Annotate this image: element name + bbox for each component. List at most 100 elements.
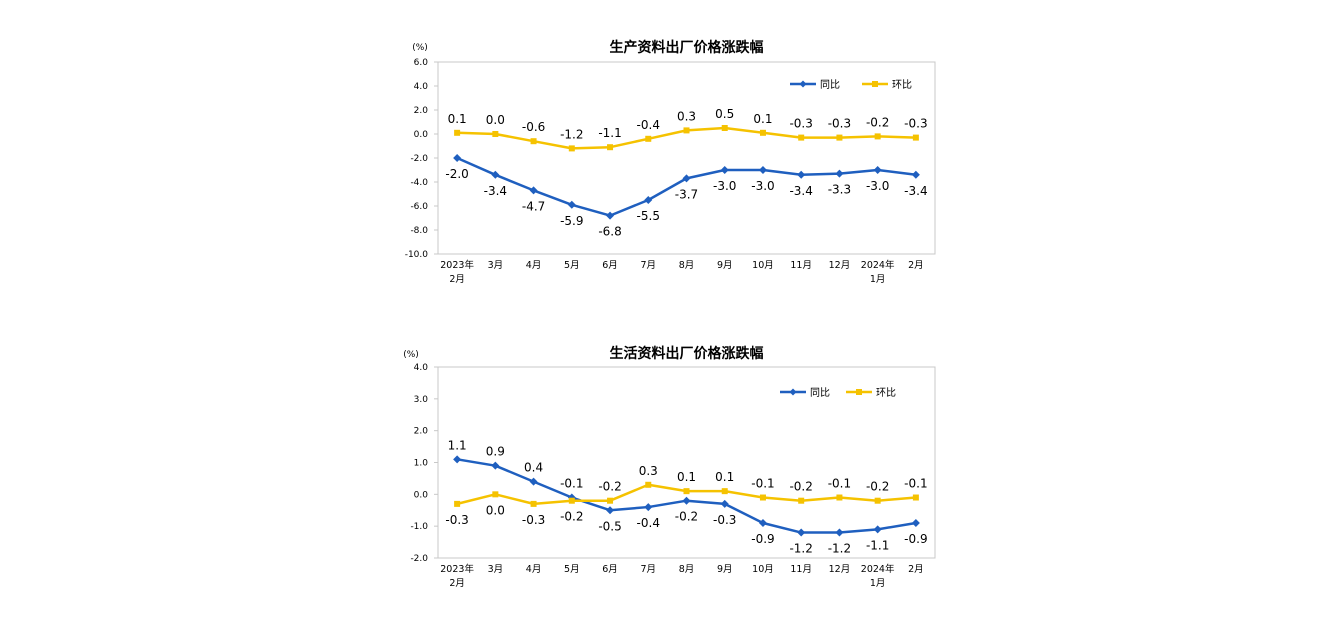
- x-tick-label: 12月: [829, 260, 851, 271]
- data-label-yoy: -0.9: [751, 532, 774, 546]
- data-point-yoy: [453, 154, 462, 162]
- data-point-yoy: [720, 499, 729, 508]
- y-tick-label: 0.0: [414, 130, 429, 140]
- data-label-mom: -0.3: [789, 117, 812, 131]
- x-tick-label: 1月: [870, 578, 886, 589]
- x-tick-label: 5月: [564, 564, 580, 575]
- data-point-yoy: [682, 496, 691, 505]
- data-point-mom: [454, 129, 461, 136]
- data-point-yoy: [873, 525, 882, 534]
- data-point-yoy: [606, 211, 615, 220]
- data-point-mom: [912, 494, 919, 501]
- data-label-yoy: -5.5: [637, 209, 660, 223]
- data-label-yoy: 0.4: [524, 461, 543, 475]
- data-label-mom: 0.3: [639, 464, 658, 478]
- plot-area-frame: [437, 61, 936, 255]
- data-label-mom: -1.2: [560, 127, 583, 141]
- data-point-mom: [798, 497, 805, 504]
- data-point-mom: [683, 488, 690, 495]
- data-label-mom: -0.2: [560, 510, 583, 524]
- y-tick-label: -10.0: [405, 250, 429, 260]
- data-point-yoy: [453, 455, 462, 464]
- data-label-yoy: -3.4: [904, 184, 927, 198]
- data-label-mom: -0.3: [522, 513, 545, 527]
- data-label-yoy: 0.9: [486, 445, 505, 459]
- y-tick-label: 4.0: [414, 82, 429, 92]
- data-label-yoy: -3.0: [751, 179, 774, 193]
- y-tick-label: 1.0: [414, 459, 429, 469]
- data-label-yoy: 1.1: [448, 438, 467, 452]
- y-axis-unit: (%): [403, 350, 419, 360]
- x-tick-label: 10月: [752, 564, 774, 575]
- data-label-yoy: -0.1: [560, 477, 583, 491]
- x-tick-label: 10月: [752, 260, 774, 271]
- x-tick-label: 2月: [908, 564, 924, 575]
- data-label-yoy: -3.4: [789, 184, 812, 198]
- data-label-mom: 0.1: [715, 470, 734, 484]
- data-label-mom: 0.0: [486, 113, 505, 127]
- y-tick-label: 2.0: [414, 427, 429, 437]
- consumer-goods-price-chart: 生活资料出厂价格涨跌幅 (%) 4.0 3.0 2.0 1.0 0.0 -1.0 -2.0 202…: [0, 310, 1320, 636]
- data-label-mom: -0.1: [904, 477, 927, 491]
- x-tick-label: 11月: [790, 564, 812, 575]
- x-tick-label: 2月: [449, 274, 465, 285]
- data-label-mom: -0.1: [751, 477, 774, 491]
- y-tick-label: 0.0: [414, 490, 429, 500]
- data-label-mom: -0.2: [866, 115, 889, 129]
- data-label-yoy: -3.0: [866, 179, 889, 193]
- x-tick-label: 8月: [679, 260, 695, 271]
- data-label-mom: 0.1: [753, 112, 772, 126]
- data-point-mom: [759, 129, 766, 136]
- data-label-mom: -0.4: [637, 118, 660, 132]
- data-point-mom: [683, 127, 690, 134]
- x-tick-label: 8月: [679, 564, 695, 575]
- x-tick-label: 3月: [488, 564, 504, 575]
- data-point-mom: [568, 497, 575, 504]
- x-tick-label: 2023年: [440, 563, 474, 575]
- data-label-mom: 0.3: [677, 109, 696, 123]
- x-tick-label: 9月: [717, 564, 733, 575]
- data-point-yoy: [911, 170, 920, 179]
- data-label-mom: 0.1: [448, 112, 467, 126]
- data-label-yoy: -1.2: [828, 542, 851, 556]
- data-point-mom: [530, 138, 537, 145]
- data-point-mom: [454, 500, 461, 507]
- data-label-mom: 0.0: [486, 503, 505, 517]
- x-tick-label: 9月: [717, 260, 733, 271]
- data-label-yoy: -4.7: [522, 199, 545, 213]
- data-point-yoy: [644, 196, 653, 204]
- x-tick-label: 12月: [829, 564, 851, 575]
- y-tick-label: -4.0: [410, 178, 428, 188]
- x-tick-label: 6月: [602, 260, 618, 271]
- data-label-yoy: -2.0: [445, 167, 468, 181]
- legend-label-yoy: 同比: [820, 79, 840, 91]
- data-label-mom: 0.1: [677, 470, 696, 484]
- data-label-yoy: -3.7: [675, 187, 698, 201]
- data-point-yoy: [491, 170, 500, 179]
- data-label-mom: -0.6: [522, 120, 545, 134]
- data-point-mom: [874, 133, 881, 140]
- data-label-yoy: -0.5: [598, 519, 621, 533]
- data-label-yoy: -6.8: [598, 225, 621, 239]
- x-tick-label: 2023年: [440, 259, 474, 271]
- producer-goods-chart-svg: 生产资料出厂价格涨跌幅 (%) 6.0 4.0 2.0 0.0 -2.0 -4.0 -6.0 -8…: [405, 39, 936, 285]
- x-tick-label: 7月: [640, 564, 656, 575]
- legend-label-mom: 环比: [876, 387, 896, 399]
- x-tick-label: 5月: [564, 260, 580, 271]
- data-point-yoy: [911, 518, 920, 527]
- x-tick-label: 1月: [870, 274, 886, 285]
- data-point-yoy: [835, 169, 844, 178]
- data-label-mom: -0.2: [598, 480, 621, 494]
- data-point-mom: [492, 131, 499, 137]
- data-point-yoy: [835, 528, 844, 537]
- y-tick-label: -1.0: [410, 522, 428, 532]
- data-label-yoy: -0.4: [637, 516, 660, 530]
- y-tick-label: -2.0: [410, 154, 428, 164]
- data-point-yoy: [491, 461, 500, 470]
- data-point-yoy: [567, 200, 576, 209]
- data-point-yoy: [758, 518, 767, 527]
- data-label-yoy: -3.4: [484, 184, 507, 198]
- x-tick-label: 2024年: [861, 563, 895, 575]
- legend-label-yoy: 同比: [810, 387, 830, 399]
- data-point-yoy: [529, 477, 538, 486]
